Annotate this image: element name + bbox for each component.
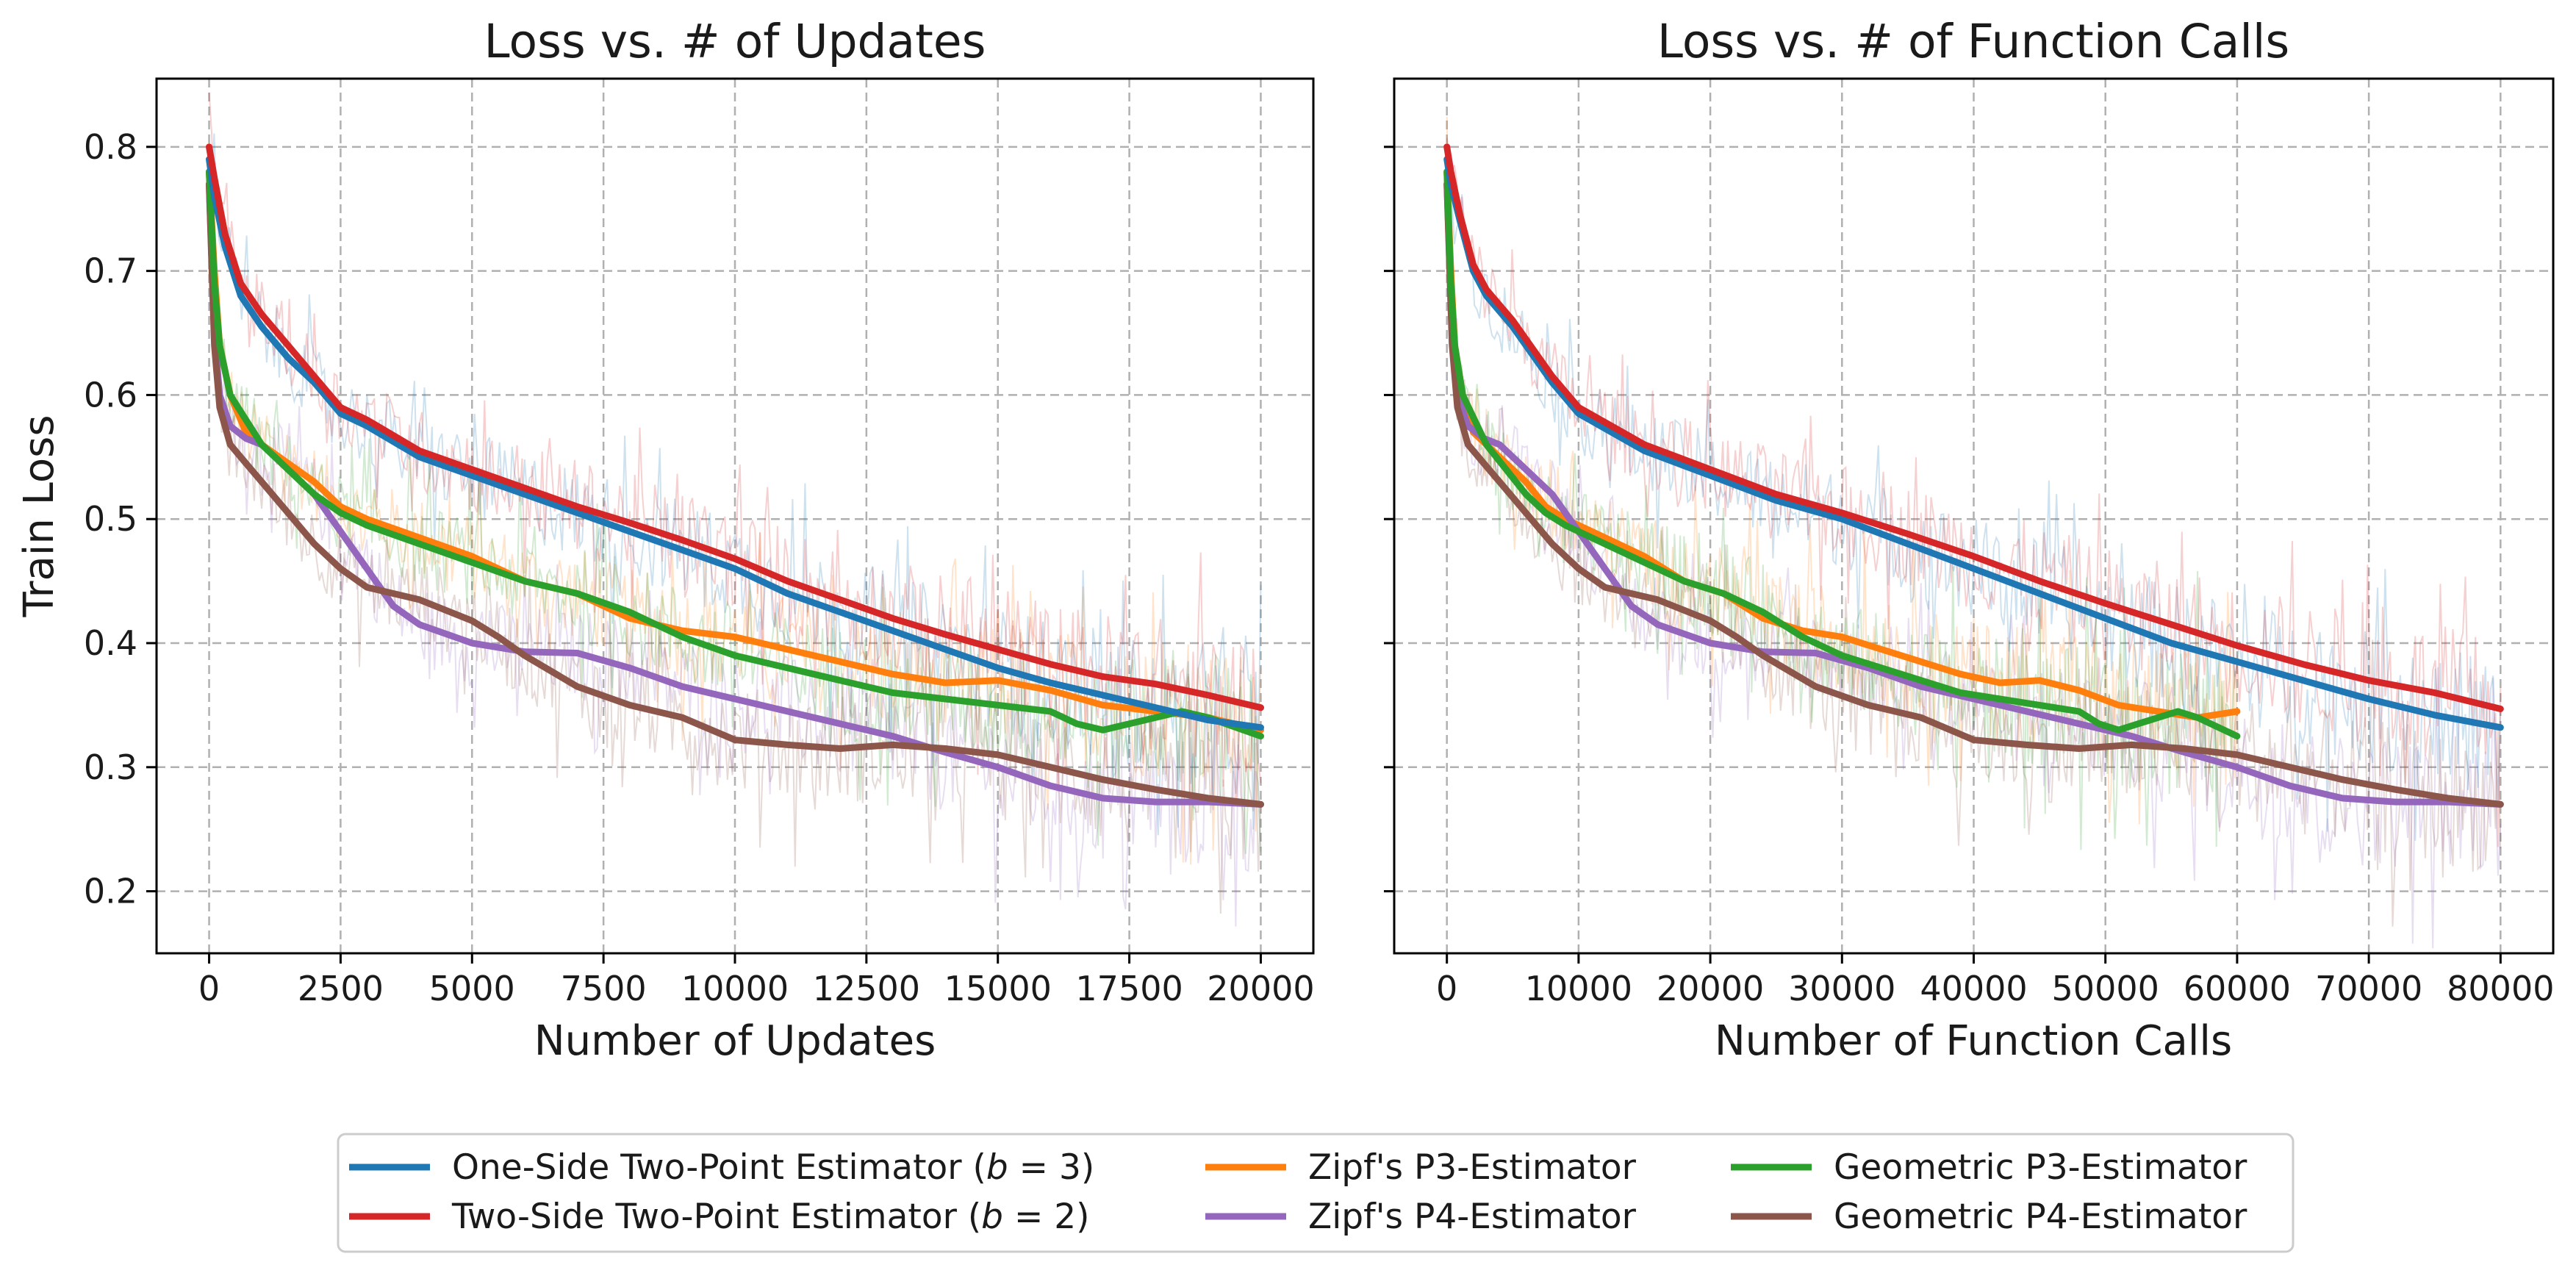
x-tick-label: 30000 bbox=[1788, 969, 1895, 1008]
y-tick-label: 0.3 bbox=[84, 747, 137, 787]
legend-label: Zipf's P4-Estimator bbox=[1308, 1197, 1637, 1237]
raw-loss-trace-one-side bbox=[208, 133, 1262, 836]
series-line-one-side bbox=[206, 156, 1264, 731]
legend-label: Geometric P3-Estimator bbox=[1834, 1147, 2247, 1188]
series-line-two-side bbox=[1443, 143, 2504, 712]
legend-entry-zipf-p4: Zipf's P4-Estimator bbox=[1205, 1197, 1637, 1237]
x-tick-label: 15000 bbox=[944, 969, 1052, 1008]
legend-label: Zipf's P3-Estimator bbox=[1308, 1147, 1637, 1188]
x-axis-label: Number of Function Calls bbox=[1715, 1017, 2232, 1065]
legend-entry-two-side: Two-Side Two-Point Estimator (b = 2) bbox=[349, 1197, 1090, 1237]
x-tick-label: 50000 bbox=[2052, 969, 2159, 1008]
x-tick-label: 80000 bbox=[2447, 969, 2554, 1008]
x-tick-label: 70000 bbox=[2315, 969, 2422, 1008]
series-line-geo-p3 bbox=[206, 168, 1264, 740]
chart-panel-function-calls: Loss vs. # of Function Calls 0 10000 20000… bbox=[1384, 15, 2555, 1065]
x-tick-label: 5000 bbox=[429, 969, 515, 1008]
legend-label: One-Side Two-Point Estimator (b = 3) bbox=[452, 1147, 1094, 1188]
legend-entry-one-side: One-Side Two-Point Estimator (b = 3) bbox=[349, 1147, 1094, 1188]
x-tick-label: 17500 bbox=[1075, 969, 1183, 1008]
y-tick-label: 0.5 bbox=[84, 499, 137, 539]
x-tick-label: 20000 bbox=[1657, 969, 1764, 1008]
x-tick-label: 7500 bbox=[561, 969, 647, 1008]
raw-loss-trace-two-side bbox=[1446, 137, 2502, 847]
series-line-geo-p4 bbox=[206, 181, 1264, 808]
x-tick-label: 12500 bbox=[813, 969, 920, 1008]
x-tick-label: 0 bbox=[198, 969, 220, 1008]
x-axis-label: Number of Updates bbox=[534, 1017, 936, 1065]
legend-entry-geo-p3: Geometric P3-Estimator bbox=[1731, 1147, 2247, 1188]
series-line-geo-p4 bbox=[1443, 181, 2504, 808]
legend-entry-geo-p4: Geometric P4-Estimator bbox=[1731, 1197, 2247, 1237]
legend-entry-zipf-p3: Zipf's P3-Estimator bbox=[1205, 1147, 1637, 1188]
chart-title: Loss vs. # of Updates bbox=[484, 15, 986, 68]
x-tick-label: 20000 bbox=[1207, 969, 1314, 1008]
series-line-zipf-p4 bbox=[1443, 181, 2504, 808]
raw-loss-trace-two-side bbox=[208, 92, 1262, 807]
y-tick-label: 0.4 bbox=[84, 623, 137, 663]
x-tick-label: 2500 bbox=[298, 969, 384, 1008]
x-tick-label: 40000 bbox=[1920, 969, 2027, 1008]
legend-frame bbox=[337, 1133, 2295, 1253]
series-line-zipf-p4 bbox=[206, 181, 1264, 808]
x-tick-label: 10000 bbox=[1525, 969, 1632, 1008]
x-tick-label: 60000 bbox=[2184, 969, 2291, 1008]
y-tick-label: 0.7 bbox=[84, 251, 137, 291]
raw-loss-trace-one-side bbox=[1446, 194, 2502, 841]
series-line-two-side bbox=[206, 143, 1264, 711]
y-tick-label: 0.6 bbox=[84, 375, 137, 415]
x-tick-label: 0 bbox=[1436, 969, 1457, 1008]
legend-label: Geometric P4-Estimator bbox=[1834, 1197, 2247, 1237]
chart-title: Loss vs. # of Function Calls bbox=[1657, 15, 2289, 68]
legend: One-Side Two-Point Estimator (b = 3) Two-… bbox=[337, 1133, 2295, 1253]
chart-panel-updates: Loss vs. # of Updates 0 2500 5000 7500 10000… bbox=[15, 15, 1315, 1065]
legend-label: Two-Side Two-Point Estimator (b = 2) bbox=[451, 1197, 1090, 1237]
y-tick-label: 0.2 bbox=[84, 872, 137, 911]
raw-loss-trace-zipf-p3 bbox=[208, 160, 1262, 865]
x-tick-label: 10000 bbox=[681, 969, 789, 1008]
y-axis-label: Train Loss bbox=[15, 415, 63, 618]
series-line-geo-p3 bbox=[1443, 168, 2241, 740]
y-tick-label: 0.8 bbox=[84, 127, 137, 167]
raw-loss-trace-geo-p4 bbox=[1446, 183, 2502, 927]
